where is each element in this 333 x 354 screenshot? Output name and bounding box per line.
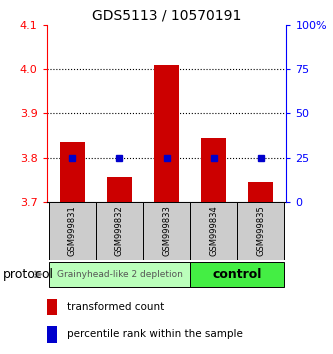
Text: GSM999833: GSM999833 <box>162 206 171 256</box>
FancyBboxPatch shape <box>190 202 237 260</box>
Text: Grainyhead-like 2 depletion: Grainyhead-like 2 depletion <box>57 270 182 279</box>
Bar <box>60 142 85 202</box>
Text: GSM999831: GSM999831 <box>68 206 77 256</box>
Bar <box>200 138 226 202</box>
Title: GDS5113 / 10570191: GDS5113 / 10570191 <box>92 8 241 22</box>
Text: GSM999834: GSM999834 <box>209 206 218 256</box>
Text: protocol: protocol <box>3 268 54 281</box>
Text: percentile rank within the sample: percentile rank within the sample <box>67 329 243 339</box>
Bar <box>248 182 273 202</box>
FancyBboxPatch shape <box>49 262 190 287</box>
Text: GSM999832: GSM999832 <box>115 206 124 256</box>
Bar <box>47 326 57 343</box>
Text: GSM999835: GSM999835 <box>256 206 265 256</box>
FancyBboxPatch shape <box>237 202 284 260</box>
Text: control: control <box>212 268 262 281</box>
Bar <box>154 64 179 202</box>
FancyBboxPatch shape <box>190 262 284 287</box>
Text: transformed count: transformed count <box>67 302 164 312</box>
Bar <box>47 299 57 315</box>
FancyBboxPatch shape <box>96 202 143 260</box>
FancyBboxPatch shape <box>143 202 190 260</box>
Bar <box>107 177 133 202</box>
FancyBboxPatch shape <box>49 202 96 260</box>
